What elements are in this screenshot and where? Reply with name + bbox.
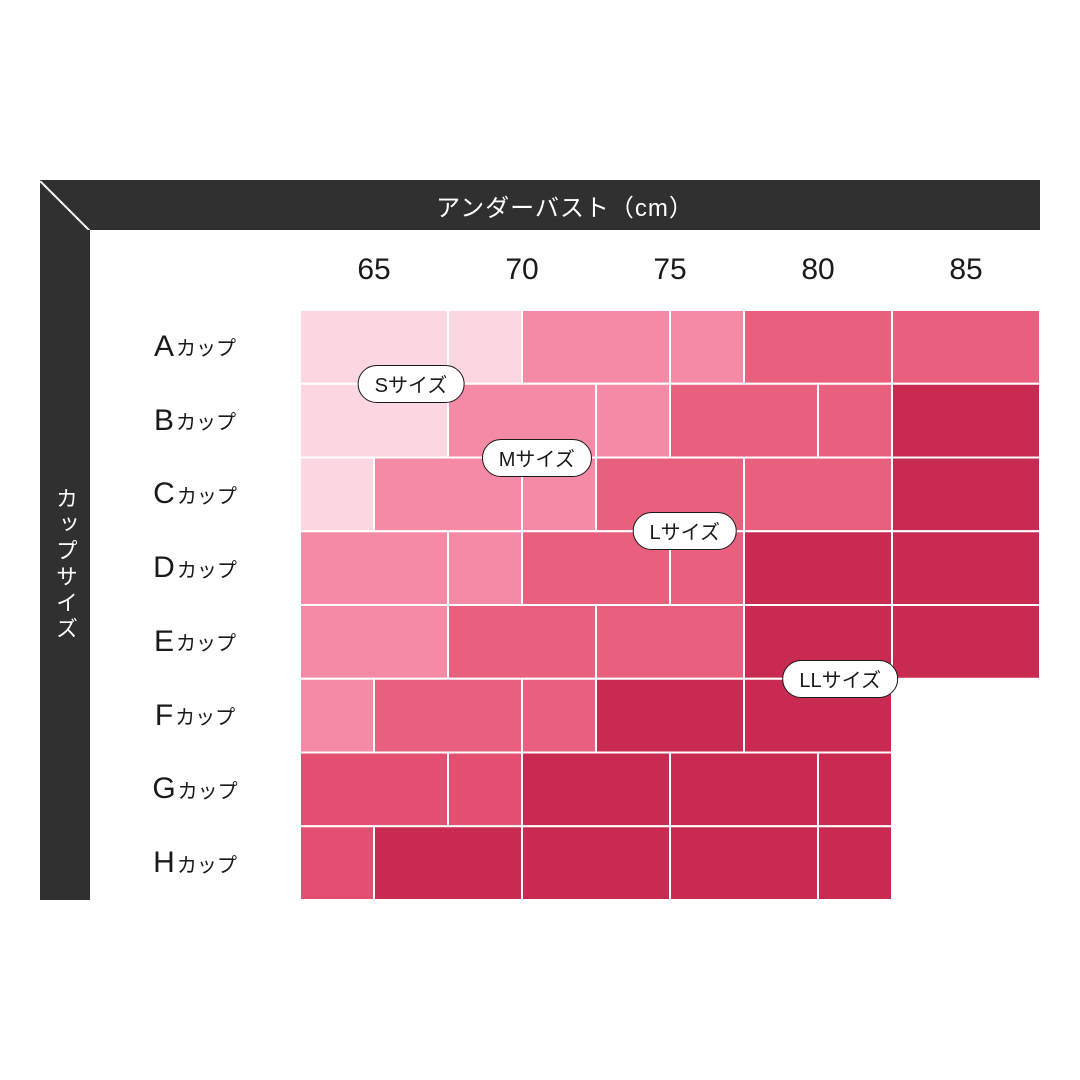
heatmap-cell [448, 531, 522, 605]
row-label-suffix: カップ [176, 627, 236, 656]
heatmap-cell [300, 605, 448, 679]
page: アンダーバスト（cm） カップサイズ 6570758085 AカップBカップCカ… [0, 0, 1080, 1080]
heatmap-cell [522, 310, 670, 384]
column-label: 70 [448, 230, 596, 310]
heatmap-cell [596, 384, 670, 458]
chart-body: 6570758085 AカップBカップCカップDカップEカップFカップGカップH… [90, 230, 1040, 900]
heatmap-cell [596, 679, 744, 753]
row-label-letter: F [155, 699, 173, 733]
heatmap-cell [596, 605, 744, 679]
heatmap-cell [818, 384, 892, 458]
row-label: Fカップ [90, 679, 300, 753]
heatmap-cell [670, 826, 818, 900]
heatmap-cell [300, 753, 448, 827]
row-label: Dカップ [90, 531, 300, 605]
row-label-suffix: カップ [176, 406, 236, 435]
chart-sidebar: カップサイズ [40, 230, 90, 900]
row-label-letter: A [154, 330, 174, 364]
row-label: Hカップ [90, 826, 300, 900]
row-labels: AカップBカップCカップDカップEカップFカップGカップHカップ [90, 310, 300, 900]
heatmap-cell [522, 679, 596, 753]
heatmap-cell [670, 384, 818, 458]
row-label-letter: B [154, 404, 174, 438]
row-label: Cカップ [90, 458, 300, 532]
row-label-suffix: カップ [178, 775, 238, 804]
row-label: Aカップ [90, 310, 300, 384]
heatmap-cell [892, 531, 1040, 605]
row-label: Bカップ [90, 384, 300, 458]
heatmap-cell [818, 753, 892, 827]
column-stub [90, 230, 300, 310]
chart-grid: AカップBカップCカップDカップEカップFカップGカップHカップ SサイズMサイ… [90, 310, 1040, 900]
column-label: 85 [892, 230, 1040, 310]
row-label-suffix: カップ [176, 332, 236, 361]
row-label-suffix: カップ [177, 554, 237, 583]
heatmap-cell [300, 531, 448, 605]
chart-header: アンダーバスト（cm） [40, 180, 1040, 230]
row-label-letter: E [154, 625, 174, 659]
heatmap-cell [744, 458, 892, 532]
size-badge: Lサイズ [633, 512, 738, 550]
heatmap-cell [448, 753, 522, 827]
heatmap-cell [374, 826, 522, 900]
row-label-suffix: カップ [177, 480, 237, 509]
heatmap-cell [448, 605, 596, 679]
heatmap-cell [374, 679, 522, 753]
heatmap-cell [892, 458, 1040, 532]
heatmap-cell [300, 679, 374, 753]
row-label: Gカップ [90, 753, 300, 827]
heatmap-cell [300, 826, 374, 900]
heatmap-cell [818, 826, 892, 900]
heatmap-cell [744, 531, 892, 605]
chart-corner [40, 180, 90, 230]
row-label-suffix: カップ [175, 701, 235, 730]
cupsize-axis-title: カップサイズ [49, 487, 81, 643]
heatmap-cell [892, 384, 1040, 458]
row-label: Eカップ [90, 605, 300, 679]
heatmap-cell [670, 310, 744, 384]
size-badge: LLサイズ [782, 660, 898, 698]
heatmap-cell [892, 310, 1040, 384]
size-chart: アンダーバスト（cm） カップサイズ 6570758085 AカップBカップCカ… [40, 180, 1040, 900]
heatmap-cell [892, 605, 1040, 679]
row-label-suffix: カップ [177, 849, 237, 878]
heatmap-cell [670, 753, 818, 827]
column-label: 75 [596, 230, 744, 310]
row-label-letter: D [153, 551, 175, 585]
underbust-axis-title: アンダーバスト（cm） [90, 180, 1040, 230]
heatmap-cells: Sサイズ Mサイズ Lサイズ LLサイズ [300, 310, 1040, 900]
heatmap-cell [522, 826, 670, 900]
column-label: 80 [744, 230, 892, 310]
heatmap-cell [300, 458, 374, 532]
row-label-letter: H [153, 846, 175, 880]
row-label-letter: C [153, 477, 175, 511]
heatmap-cell [522, 753, 670, 827]
size-badge: Mサイズ [482, 439, 592, 477]
column-headers: 6570758085 [90, 230, 1040, 310]
heatmap-cell [744, 310, 892, 384]
column-label: 65 [300, 230, 448, 310]
row-label-letter: G [152, 772, 175, 806]
size-badge: Sサイズ [358, 365, 465, 403]
